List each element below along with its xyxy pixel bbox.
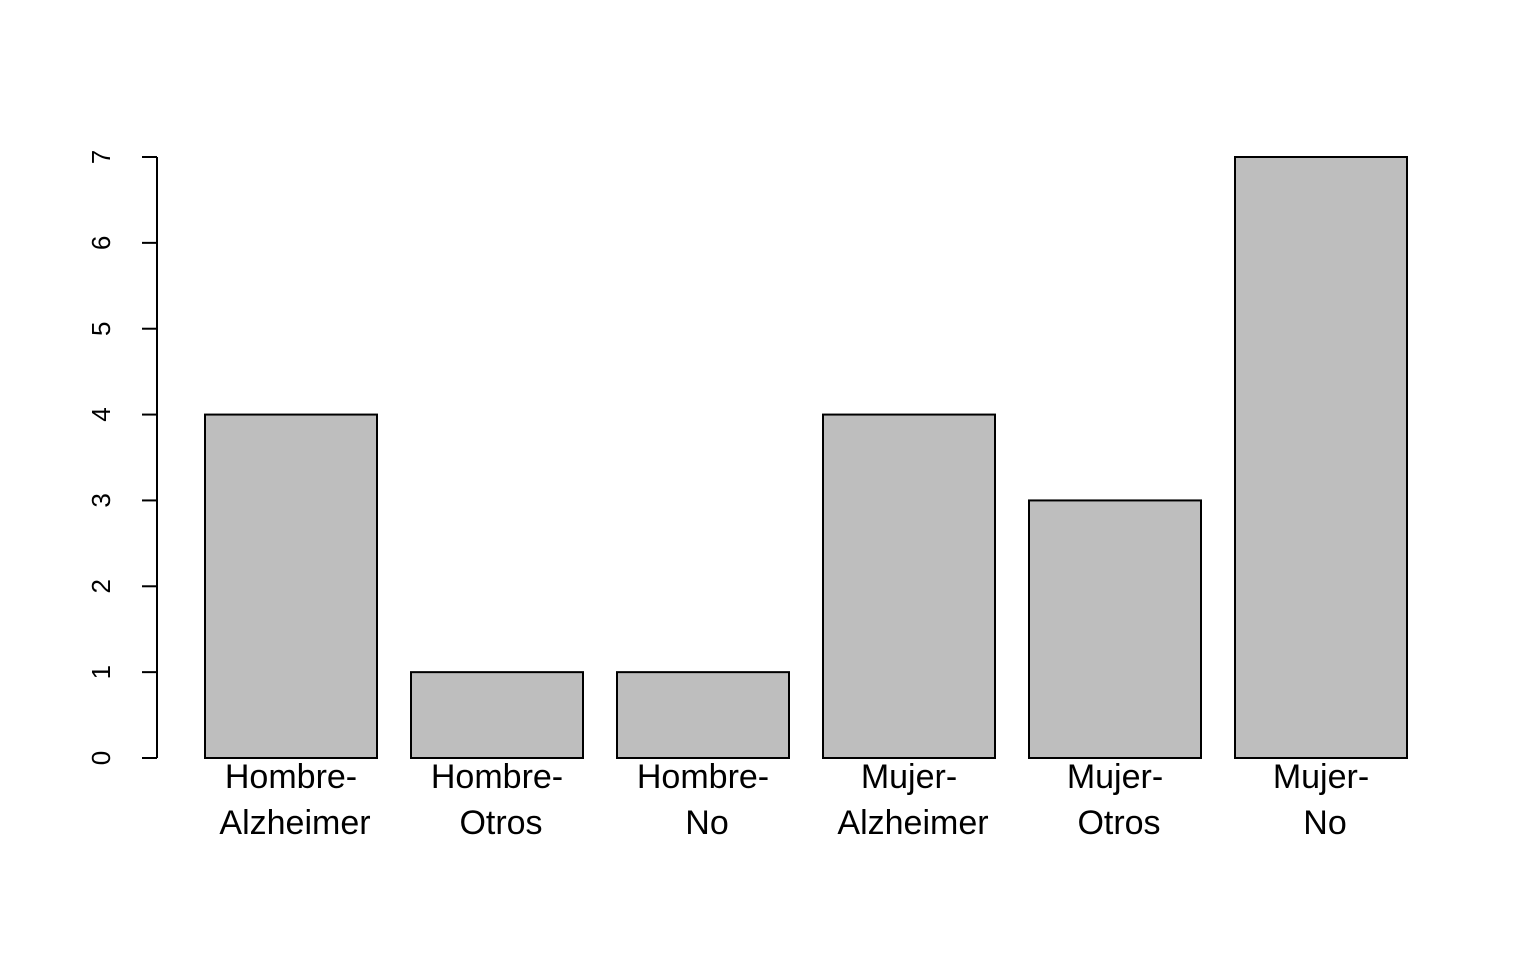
x-tick-label-5: Mujer- No (1273, 758, 1369, 842)
x-tick-label-3-line-0: Mujer- (861, 758, 957, 796)
y-tick-label-1: 1 (86, 665, 116, 679)
y-tick-label-7: 7 (86, 150, 116, 164)
x-tick-label-4-line-1: Otros (1077, 804, 1160, 842)
y-tick-label-0: 0 (86, 751, 116, 765)
x-tick-label-2-line-0: Hombre- (637, 758, 769, 796)
x-tick-label-2-line-1: No (685, 804, 728, 842)
x-tick-label-0-line-1: Alzheimer (219, 804, 370, 842)
x-tick-label-0: Hombre- Alzheimer (219, 758, 370, 842)
bar-4 (1028, 499, 1202, 759)
y-tick-label-5: 5 (86, 321, 116, 335)
x-tick-label-2: Hombre- No (637, 758, 769, 842)
x-tick-label-1-line-1: Otros (459, 804, 542, 842)
x-tick-label-3: Mujer- Alzheimer (837, 758, 988, 842)
x-tick-label-1: Hombre- Otros (431, 758, 563, 842)
bars-layer (204, 156, 1408, 760)
x-tick-label-4-line-0: Mujer- (1067, 758, 1163, 796)
y-tick-label-6: 6 (86, 236, 116, 250)
bar-5 (1234, 156, 1408, 759)
x-axis-labels: Hombre-AlzheimerHombre-OtrosHombre-NoMuj… (219, 758, 1369, 842)
x-tick-label-1-line-0: Hombre- (431, 758, 563, 796)
bar-3 (822, 413, 996, 759)
bar-0 (204, 413, 378, 759)
y-axis: 0 1 2 3 4 5 6 7 (86, 150, 158, 765)
bar-1 (410, 671, 584, 760)
x-tick-label-5-line-0: Mujer- (1273, 758, 1369, 796)
y-tick-label-3: 3 (86, 493, 116, 507)
x-tick-label-4: Mujer- Otros (1067, 758, 1163, 842)
bar-2 (616, 671, 790, 760)
x-tick-label-3-line-1: Alzheimer (837, 804, 988, 842)
y-tick-label-2: 2 (86, 579, 116, 593)
y-tick-label-4: 4 (86, 407, 116, 421)
x-tick-label-5-line-1: No (1303, 804, 1346, 842)
x-tick-label-0-line-0: Hombre- (225, 758, 357, 796)
